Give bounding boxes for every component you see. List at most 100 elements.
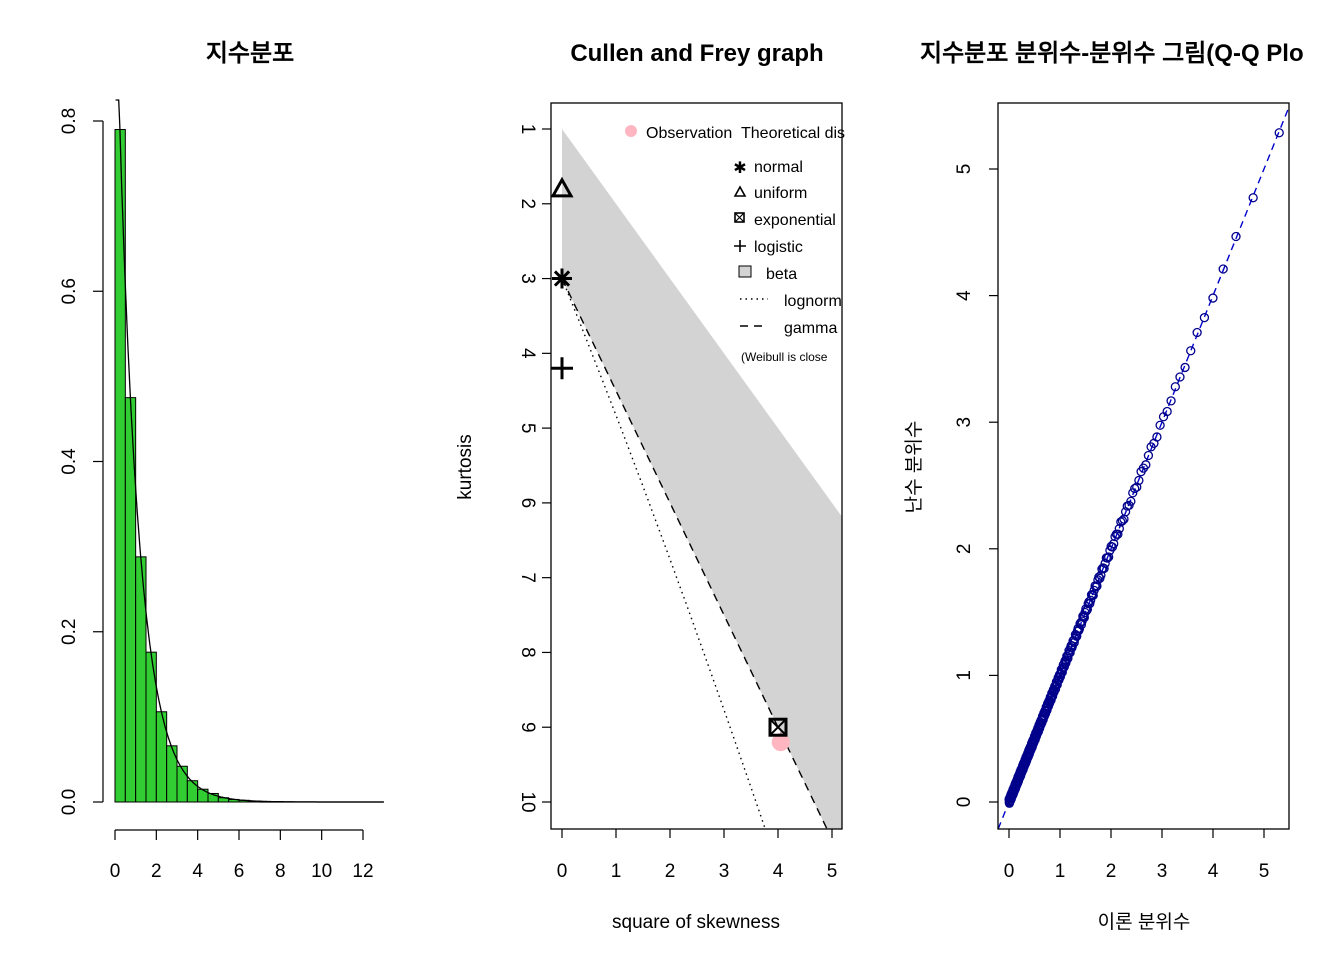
x-tick-label: 4 [1208,861,1219,882]
legend-theoretical-label: Theoretical dis [741,125,845,142]
legend-weibull-note: (Weibull is close [741,350,828,364]
qq-plot-panel: 0 1 2 3 4 5 0 1 2 3 4 5 [954,102,1290,882]
y-tick-label: 1 [954,670,975,681]
legend-beta-marker [738,265,752,278]
qq-point [1052,680,1062,690]
legend-observation-label: Observation [646,125,732,142]
qq-point [1061,656,1071,666]
qq-point [1175,372,1185,382]
cullen-frey-ylabel: kurtosis [455,434,476,499]
qq-point [1143,450,1154,461]
qq-point [1094,572,1104,582]
qq-plot-box [997,102,1290,830]
legend-observation-marker [625,125,637,137]
histogram-bar [176,765,188,803]
density-curve [115,99,384,803]
y-tick-label: 0.4 [59,448,80,475]
qq-point [1126,496,1136,507]
cullen-frey-legend: Observation Theoretical dis ✱ normal uni… [625,125,845,364]
qq-point [1152,432,1162,442]
qq-point [1114,524,1124,534]
y-tick-label: 5 [517,423,538,434]
observation-point [771,733,790,752]
legend-exponential-label: exponential [754,212,836,229]
qq-point [1141,460,1151,470]
qq-point [1218,264,1228,274]
exponential-point [768,717,788,737]
y-tick-label: 0.8 [59,108,80,134]
qq-point [1192,327,1202,338]
qq-point [1132,482,1142,492]
legend-normal-marker: ✱ [733,160,746,177]
legend-uniform-label: uniform [754,185,807,202]
x-tick-label: 0 [1004,861,1015,882]
qq-point [1065,647,1075,658]
x-tick-label: 3 [719,861,730,882]
y-tick-label: 4 [954,290,975,301]
normal-point [552,268,572,289]
qq-point [1038,715,1048,725]
qq-point [1199,312,1210,323]
cullen-frey-title: Cullen and Frey graph [570,40,823,67]
uniform-point [551,176,574,198]
qq-point [1130,483,1140,494]
qq-point [1155,420,1165,430]
x-tick-label: 5 [827,861,838,882]
qq-point [1162,406,1172,417]
qq-point [1248,193,1258,203]
qq-point [1117,516,1127,526]
y-tick-label: 0.2 [59,619,80,645]
x-tick-label: 5 [1259,861,1270,882]
x-tick-label: 4 [192,861,203,882]
exponential-point-cross [769,718,787,736]
y-tick-label: 8 [517,647,538,658]
histogram-title: 지수분포 [206,40,294,67]
y-tick-label: 4 [517,348,538,359]
y-tick-label: 5 [954,164,975,175]
qq-point [1113,529,1123,539]
y-tick-label: 0.6 [59,278,80,304]
qq-point [1231,231,1241,242]
cullen-frey-xlabel: square of skewness [612,912,780,933]
x-tick-label: 3 [1157,861,1168,882]
qq-ylabel: 난수 분위수 [903,421,925,514]
x-tick-label: 10 [311,861,332,882]
qq-point [1086,595,1096,605]
x-tick-label: 12 [352,861,373,882]
x-tick-label: 6 [234,861,245,882]
histogram-bar [166,745,178,803]
legend-beta-label: beta [766,266,797,283]
legend-lognormal-label: lognorm [784,293,842,310]
y-tick-label: 9 [517,722,538,733]
x-tick-label: 2 [665,861,676,882]
legend-exponential-marker [734,212,745,223]
y-tick-label: 6 [517,498,538,509]
x-tick-label: 4 [773,861,784,882]
legend-logistic-label: logistic [754,239,803,256]
x-tick-label: 0 [110,861,121,882]
qq-point [1074,624,1085,634]
histogram-panel: 0 2 4 6 8 10 12 0.0 0.2 0.4 0.6 0.8 [59,99,384,882]
qq-xlabel: 이론 분위수 [1098,911,1191,933]
legend-logistic-marker [734,240,746,252]
legend-gamma-label: gamma [784,320,837,337]
y-tick-label: 0 [954,797,975,808]
x-tick-label: 1 [1055,861,1066,882]
y-tick-label: 1 [517,124,538,135]
qq-point [1134,475,1144,486]
qq-point [1274,128,1284,138]
y-tick-label: 2 [517,198,538,209]
qq-point [1186,346,1196,356]
qq-point [1170,382,1180,392]
qq-point [1099,563,1109,574]
qq-point [1087,590,1098,600]
qq-point [1208,293,1218,303]
cullen-frey-plot-area [551,129,842,829]
qq-point [1116,517,1126,527]
x-tick-label: 1 [611,861,622,882]
qq-plot-area [998,105,1289,829]
x-tick-label: 8 [275,861,286,882]
beta-region [562,129,842,829]
qq-point [1180,362,1190,373]
